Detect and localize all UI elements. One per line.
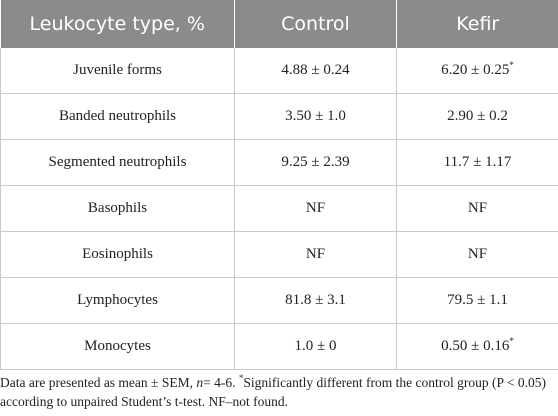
table-row: Juvenile forms 4.88 ± 0.24 6.20 ± 0.25* — [0, 48, 558, 94]
cell-kefir-value: 6.20 ± 0.25 — [441, 62, 510, 78]
cell-kefir-value: 2.90 ± 0.2 — [447, 108, 508, 124]
cell-kefir-value: NF — [467, 200, 488, 216]
cell-control: 4.88 ± 0.24 — [234, 48, 397, 94]
cell-kefir: NF — [396, 185, 558, 232]
cell-control: NF — [234, 185, 397, 232]
table-row: Segmented neutrophils 9.25 ± 2.39 11.7 ±… — [0, 139, 558, 186]
table-header-row: Leukocyte type, % Control Kefir — [0, 0, 558, 48]
cell-control: NF — [234, 231, 397, 278]
cell-type: Lymphocytes — [0, 277, 235, 324]
leukocyte-table: Leukocyte type, % Control Kefir Juvenile… — [0, 0, 558, 370]
table-footnote: Data are presented as mean ± SEM, n= 4-6… — [0, 373, 555, 411]
cell-kefir: NF — [396, 231, 558, 278]
cell-kefir-value: 11.7 ± 1.17 — [443, 154, 512, 170]
table-row: Eosinophils NF NF — [0, 231, 558, 278]
header-kefir: Kefir — [396, 0, 558, 48]
cell-control: 9.25 ± 2.39 — [234, 139, 397, 186]
table-row: Basophils NF NF — [0, 185, 558, 232]
footnote-text: Significantly different from the control… — [0, 375, 547, 409]
table-row: Lymphocytes 81.8 ± 3.1 79.5 ± 1.1 — [0, 277, 558, 324]
significance-mark: * — [509, 60, 514, 70]
cell-kefir: 79.5 ± 1.1 — [396, 277, 558, 324]
cell-type: Segmented neutrophils — [0, 139, 235, 186]
cell-kefir-value: NF — [467, 246, 488, 262]
cell-type: Basophils — [0, 185, 235, 232]
cell-kefir-value: 79.5 ± 1.1 — [447, 292, 508, 308]
cell-kefir: 6.20 ± 0.25* — [396, 48, 558, 94]
leukocyte-table-container: Leukocyte type, % Control Kefir Juvenile… — [0, 0, 558, 370]
header-leukocyte-type: Leukocyte type, % — [0, 0, 235, 48]
cell-control: 1.0 ± 0 — [234, 323, 397, 370]
table-row: Monocytes 1.0 ± 0 0.50 ± 0.16* — [0, 323, 558, 370]
cell-control: 3.50 ± 1.0 — [234, 93, 397, 140]
significance-mark: * — [509, 336, 514, 346]
cell-kefir: 0.50 ± 0.16* — [396, 323, 558, 370]
cell-control: 81.8 ± 3.1 — [234, 277, 397, 324]
cell-type: Eosinophils — [0, 231, 235, 278]
cell-kefir-value: 0.50 ± 0.16 — [441, 338, 510, 354]
cell-type: Monocytes — [0, 323, 235, 370]
cell-type: Juvenile forms — [0, 48, 235, 94]
cell-type: Banded neutrophils — [0, 93, 235, 140]
footnote-n-label: n — [196, 375, 204, 390]
footnote-star: * — [238, 373, 244, 383]
footnote-text: = 4-6. — [203, 375, 239, 390]
header-control: Control — [234, 0, 397, 48]
cell-kefir: 2.90 ± 0.2 — [396, 93, 558, 140]
cell-kefir: 11.7 ± 1.17 — [396, 139, 558, 186]
footnote-text: Data are presented as mean ± SEM, — [0, 375, 197, 390]
table-row: Banded neutrophils 3.50 ± 1.0 2.90 ± 0.2 — [0, 93, 558, 140]
